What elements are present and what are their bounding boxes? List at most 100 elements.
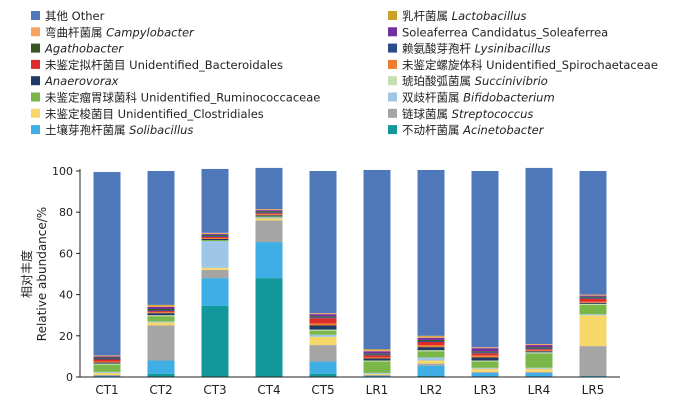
x-tick-label-LR3: LR3: [474, 383, 497, 397]
x-axis: CT1 CT2 CT3 CT4 CT5 LR1 LR2 LR3 LR4 LR5: [80, 376, 620, 397]
bar-segment-CT2-6: [147, 315, 175, 317]
bar-segment-LR4-15: [525, 167, 553, 345]
legend-swatch: [31, 108, 40, 118]
bar-segment-LR2-10: [417, 340, 445, 342]
bar-segment-CT1-8: [93, 361, 121, 363]
bar-segment-CT3-0: [201, 305, 229, 377]
bar-segment-LR4-9: [525, 349, 553, 351]
legend-swatch: [388, 27, 397, 37]
y-tick-label: 80: [59, 206, 73, 219]
bar-segment-CT1-6: [93, 363, 121, 365]
bar-segment-CT1-5: [93, 364, 121, 372]
bar-segment-LR1-3: [363, 373, 391, 375]
bar-segment-LR5-3: [579, 315, 607, 347]
bar-segment-LR4-4: [525, 367, 553, 369]
bar-segment-LR2-1: [417, 365, 445, 376]
legend-item-right-2: 赖氨酸芽孢杆 Lysinibacillus: [388, 42, 551, 56]
bar-segment-CT5-13: [309, 313, 337, 315]
y-tick-label: 60: [59, 247, 73, 260]
x-tick-label-CT2: CT2: [149, 383, 172, 397]
bar-segment-LR3-10: [471, 352, 499, 354]
legend-item-right-7: 不动杆菌属 Acinetobacter: [388, 123, 545, 137]
legend-swatch: [31, 59, 40, 69]
legend-swatch: [388, 59, 397, 69]
legend-item-left-2: Agathobacter: [31, 42, 124, 56]
legend-label: 未鉴定瘤胃球菌科 Unidentified_Ruminococcaceae: [45, 91, 320, 105]
bar-segment-CT4-9: [255, 213, 283, 215]
bar-segment-LR3-4: [471, 367, 499, 369]
legend-swatch: [388, 108, 397, 118]
bar-segment-LR4-12: [525, 345, 553, 348]
bar-stack-CT3: [201, 168, 229, 377]
bar-segment-CT4-2: [255, 220, 283, 243]
bar-segment-LR5-4: [579, 314, 607, 316]
bar-segment-CT2-2: [147, 325, 175, 361]
bar-segment-CT2-13: [147, 305, 175, 307]
bar-stack-CT4: [255, 167, 283, 377]
bar-segment-CT2-11: [147, 309, 175, 311]
bar-segment-LR5-9: [579, 298, 607, 302]
legend-item-right-3: 未鉴定螺旋体科 Unidentified_Spirochaetaceae: [388, 58, 658, 72]
legend-label: 琥珀酸弧菌属 Succinivibrio: [402, 74, 548, 88]
bar-segment-CT3-12: [201, 233, 229, 235]
bar-segment-LR3-13: [471, 347, 499, 349]
bar-segment-LR5-5: [579, 304, 607, 315]
legend-item-left-7: 土壤芽孢杆菌属 Solibacillus: [31, 123, 193, 137]
bar-segment-LR5-13: [579, 294, 607, 296]
x-tick-label-LR4: LR4: [528, 383, 551, 397]
bar-segment-LR3-15: [471, 171, 499, 348]
bar-segment-CT4-3: [255, 218, 283, 221]
bar-segment-CT2-9: [147, 311, 175, 313]
bar-segment-LR1-1: [363, 375, 391, 377]
bar-segment-LR3-7: [471, 357, 499, 361]
bar-segment-CT5-4: [309, 334, 337, 337]
legend-swatch: [31, 27, 40, 37]
bar-segment-CT5-0: [309, 373, 337, 377]
bar-segment-CT3-10: [201, 235, 229, 237]
bar-segment-LR1-2: [363, 374, 391, 376]
bar-segment-LR5-15: [579, 171, 607, 295]
bar-segment-LR3-5: [471, 361, 499, 368]
legend-label: 不动杆菌属 Acinetobacter: [402, 123, 545, 137]
legend-swatch: [31, 125, 40, 135]
legend-swatch: [388, 125, 397, 135]
bar-segment-LR2-7: [417, 347, 445, 351]
bar-stack-LR4: [525, 167, 553, 377]
legend-swatch: [31, 43, 40, 53]
bar-segment-CT2-4: [147, 321, 175, 323]
legend-label: 未鉴定拟杆菌目 Unidentified_Bacteroidales: [45, 58, 283, 72]
bar-segment-LR5-8: [579, 301, 607, 303]
legend-item-left-4: Anaerovorax: [31, 74, 119, 88]
y-tick-label: 20: [59, 330, 73, 343]
bar-segment-CT1-11: [93, 357, 121, 359]
bar-stack-CT5: [309, 171, 337, 377]
bar-segment-CT5-11: [309, 316, 337, 318]
bar-segment-CT2-5: [147, 316, 175, 322]
bar-segment-CT4-10: [255, 212, 283, 214]
legend-item-left-0: 其他 Other: [31, 9, 105, 23]
bar-segment-LR3-2: [471, 371, 499, 373]
bar-segment-CT4-7: [255, 215, 283, 217]
legend-swatch: [388, 92, 397, 102]
bar-segment-CT5-2: [309, 345, 337, 362]
bar-segment-LR1-6: [363, 360, 391, 362]
legend-swatch: [388, 76, 397, 86]
legend-item-left-6: 未鉴定梭菌目 Unidentified_Clostridiales: [31, 107, 264, 121]
bar-segment-LR2-4: [417, 357, 445, 361]
bar-segment-CT2-7: [147, 313, 175, 316]
legend-item-right-5: 双歧杆菌属 Bifidobacterium: [388, 91, 555, 105]
bar-segment-CT3-2: [201, 269, 229, 279]
bar-segment-CT5-10: [309, 317, 337, 319]
bar-segment-LR1-15: [363, 169, 391, 350]
bar-segment-CT4-13: [255, 209, 283, 211]
legend-swatch: [388, 43, 397, 53]
y-axis: 0 20 40 60 80 100: [52, 165, 81, 384]
legend-label: 乳杆菌属 Lactobacillus: [402, 9, 527, 23]
bar-segment-LR1-12: [363, 351, 391, 354]
bar-segment-LR2-9: [417, 341, 445, 346]
bar-segment-LR3-12: [471, 348, 499, 352]
plot-area: [93, 167, 607, 377]
bar-segment-LR1-7: [363, 358, 391, 361]
legend-label: Soleaferrea Candidatus_Soleaferrea: [402, 25, 608, 39]
bar-segment-LR2-8: [417, 345, 445, 348]
